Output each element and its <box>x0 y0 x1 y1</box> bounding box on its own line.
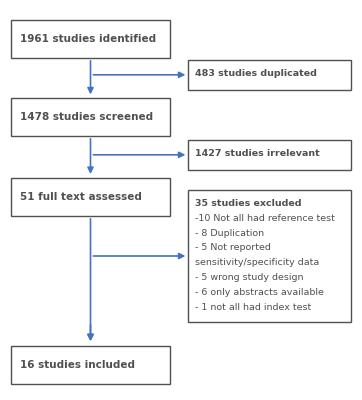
Text: 1478 studies screened: 1478 studies screened <box>20 112 153 122</box>
FancyBboxPatch shape <box>11 178 170 216</box>
Text: - 1 not all had index test: - 1 not all had index test <box>195 303 312 312</box>
Text: -10 Not all had reference test: -10 Not all had reference test <box>195 214 335 223</box>
Text: - 8 Duplication: - 8 Duplication <box>195 228 265 238</box>
FancyBboxPatch shape <box>188 190 351 322</box>
FancyBboxPatch shape <box>11 20 170 58</box>
Text: 35 studies excluded: 35 studies excluded <box>195 199 302 208</box>
Text: 483 studies duplicated: 483 studies duplicated <box>195 69 317 78</box>
Text: - 5 Not reported: - 5 Not reported <box>195 244 272 252</box>
FancyBboxPatch shape <box>188 60 351 90</box>
Text: 51 full text assessed: 51 full text assessed <box>20 192 142 202</box>
FancyBboxPatch shape <box>188 140 351 170</box>
Text: 16 studies included: 16 studies included <box>20 360 135 370</box>
Text: 1427 studies irrelevant: 1427 studies irrelevant <box>195 149 320 158</box>
FancyBboxPatch shape <box>11 98 170 136</box>
FancyBboxPatch shape <box>11 346 170 384</box>
Text: sensitivity/specificity data: sensitivity/specificity data <box>195 258 320 267</box>
Text: 1961 studies identified: 1961 studies identified <box>20 34 156 44</box>
Text: - 5 wrong study design: - 5 wrong study design <box>195 273 304 282</box>
Text: - 6 only abstracts available: - 6 only abstracts available <box>195 288 324 297</box>
